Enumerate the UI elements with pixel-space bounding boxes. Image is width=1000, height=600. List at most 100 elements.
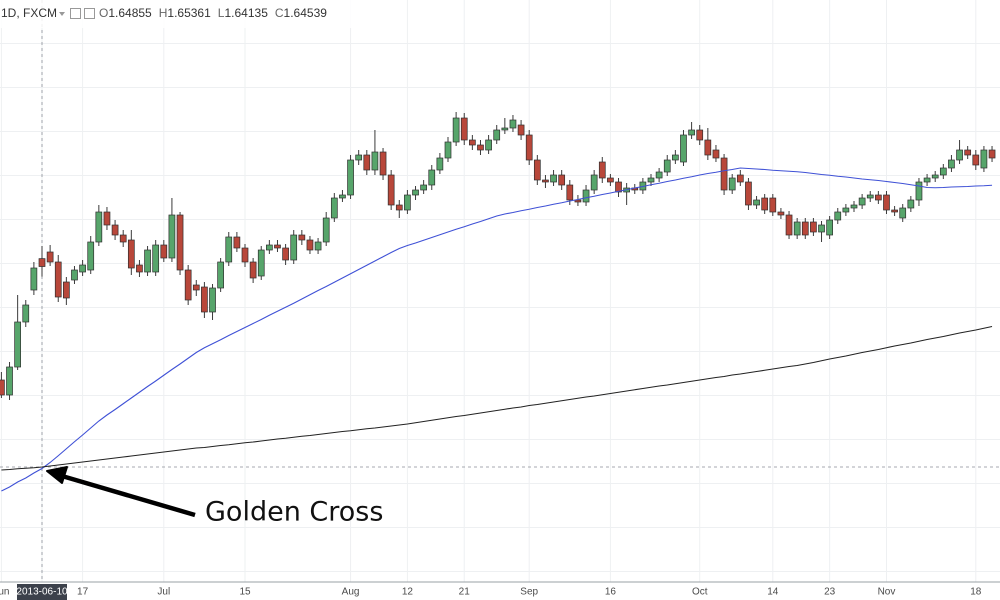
candle-body: [209, 287, 216, 313]
candle-body: [46, 251, 54, 263]
candle-body: [477, 144, 484, 151]
candle-body: [54, 261, 62, 298]
ohlc-label: H: [159, 6, 168, 20]
candle-body: [144, 249, 151, 273]
candle-body: [38, 258, 46, 267]
dropdown-caret[interactable]: [59, 12, 65, 16]
candle-body: [793, 221, 801, 236]
candle-body: [704, 139, 712, 156]
x-tick-label: Jul: [157, 587, 170, 598]
candle-body: [688, 129, 695, 136]
candle-body: [923, 177, 931, 183]
ohlc-value: 1.64135: [224, 6, 268, 20]
moving-average-line: [1, 325, 993, 471]
candle-body: [314, 241, 322, 251]
candle-body: [103, 211, 111, 226]
x-tick-label: 12: [402, 587, 414, 598]
candle-body: [176, 214, 184, 271]
candle-body: [339, 194, 346, 199]
candle-body: [988, 149, 996, 159]
candle-body: [485, 139, 492, 151]
candle-body: [533, 159, 541, 181]
candle-body: [931, 174, 939, 179]
plot: [0, 112, 996, 492]
candle-body: [22, 304, 30, 323]
candle-body: [274, 244, 281, 249]
crosshair-date: 2013-06-10: [16, 587, 68, 598]
candle-body: [30, 267, 38, 291]
candle-body: [266, 244, 273, 251]
candle-body: [355, 154, 363, 161]
candle-body: [404, 194, 411, 211]
x-tick-label: Nov: [878, 587, 896, 598]
candle-body: [493, 129, 501, 141]
candle-body: [720, 157, 728, 191]
candle-body: [834, 211, 842, 221]
x-tick-label: 18: [970, 587, 982, 598]
candle-body: [127, 239, 135, 269]
candle-body: [501, 127, 509, 131]
ohlc-value: 1.64539: [284, 6, 328, 20]
candle-body: [712, 149, 720, 159]
candle-body: [249, 261, 257, 279]
annotation-text: Golden Cross: [205, 497, 383, 528]
candle-body: [875, 194, 882, 201]
candle-body: [160, 244, 168, 259]
candle-body: [558, 174, 566, 186]
arrow-head: [46, 466, 68, 484]
candle-body: [980, 149, 988, 169]
candle-body: [582, 189, 590, 203]
candle-body: [363, 154, 371, 171]
candle-body: [647, 177, 655, 183]
candle-body: [899, 207, 907, 219]
candle-body: [71, 269, 78, 281]
candle-body: [883, 194, 890, 211]
candle-body: [761, 197, 769, 211]
icon-button[interactable]: [70, 8, 81, 19]
candle-body: [598, 161, 606, 179]
candle-body: [550, 174, 557, 183]
candle-body: [525, 134, 533, 161]
candle-body: [818, 224, 825, 233]
candle-body: [225, 236, 233, 263]
candle-body: [63, 281, 70, 299]
candle-body: [517, 124, 525, 136]
candle-body: [907, 199, 915, 209]
candle-body: [282, 247, 289, 261]
candle-body: [95, 211, 103, 243]
candle-body: [915, 181, 923, 201]
candle-body: [728, 177, 736, 191]
candle-body: [184, 269, 192, 301]
candle-body: [680, 134, 687, 163]
candle-body: [347, 159, 354, 196]
x-tick-label: 16: [605, 587, 617, 598]
icon-button[interactable]: [84, 8, 95, 19]
candle-body: [136, 264, 143, 273]
candle-body: [964, 149, 972, 156]
candle-body: [452, 117, 460, 143]
header-bg: [0, 0, 390, 28]
annotation: Golden Cross: [46, 466, 383, 528]
candle-body: [850, 204, 858, 209]
candle-body: [395, 204, 403, 211]
candle-body: [858, 197, 866, 206]
candle-body: [217, 261, 224, 289]
candle-body: [0, 379, 5, 396]
candle-body: [233, 236, 241, 249]
x-tick-label: Oct: [692, 587, 708, 598]
candle-body: [412, 189, 419, 196]
crosshair-date-box: [17, 584, 67, 600]
candle-body: [615, 181, 622, 193]
candle-body: [87, 241, 95, 271]
x-tick-label: 23: [824, 587, 836, 598]
candle-body: [420, 184, 427, 191]
candle-body: [290, 234, 298, 261]
header: 1D, FXCM O1.64855 H1.65361 L1.64135 C1.6453…: [0, 0, 390, 28]
candle-body: [590, 174, 598, 191]
candle-body: [785, 214, 793, 236]
candle-body: [111, 224, 119, 236]
symbol: 1D, FXCM: [1, 6, 57, 20]
candle-body: [152, 244, 160, 273]
candle-body: [14, 321, 21, 368]
